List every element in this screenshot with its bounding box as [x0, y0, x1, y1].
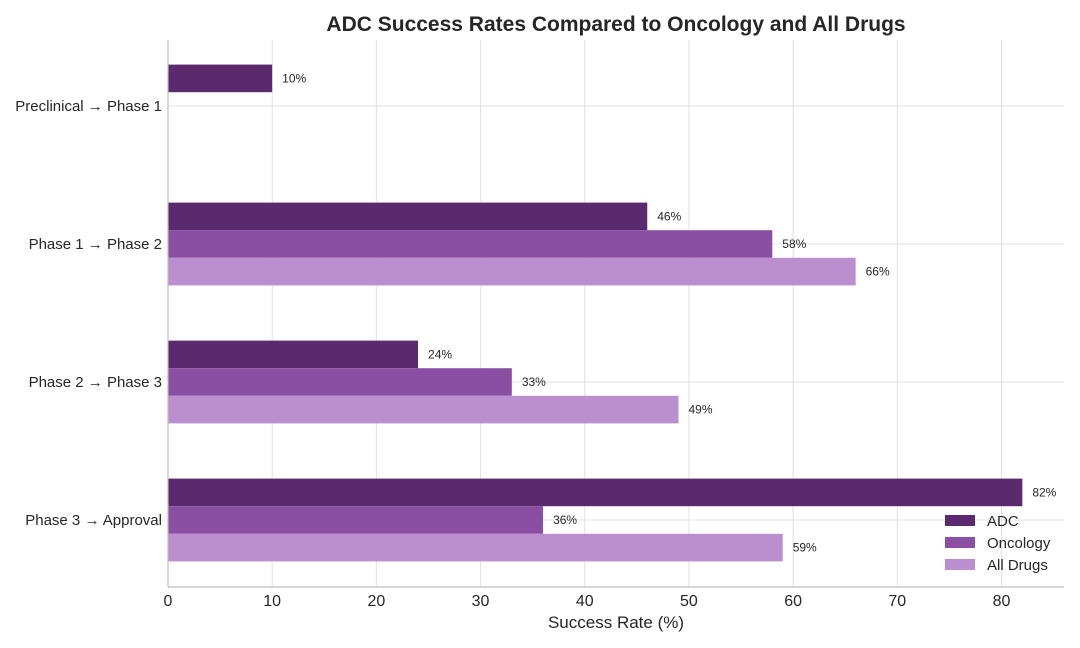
x-tick-label: 20 [367, 593, 385, 610]
x-tick-label: 40 [576, 593, 594, 610]
bar-adc [168, 478, 1023, 507]
legend-label: All Drugs [987, 557, 1048, 574]
bar-oncology [168, 506, 544, 534]
x-tick-label: 70 [888, 593, 906, 610]
x-tick-label: 0 [164, 593, 173, 610]
data-label: 49% [689, 403, 713, 417]
bars [168, 64, 1023, 562]
chart-title: ADC Success Rates Compared to Oncology a… [326, 13, 905, 36]
data-label: 10% [282, 71, 306, 85]
legend: ADC Oncology All Drugs [945, 513, 1051, 574]
data-label: 58% [782, 237, 806, 251]
legend-swatch [945, 537, 975, 548]
bar-all-drugs [168, 395, 679, 424]
bar-all-drugs [168, 533, 783, 562]
legend-label: ADC [987, 513, 1019, 530]
legend-swatch [945, 559, 975, 570]
data-label: 33% [522, 375, 546, 389]
y-category-label: Preclinical → Phase 1 [15, 98, 162, 115]
data-label: 46% [657, 209, 681, 223]
legend-label: Oncology [987, 535, 1051, 552]
bar-adc [168, 64, 273, 93]
y-category-label: Phase 3 → Approval [25, 512, 162, 529]
data-label: 82% [1032, 485, 1056, 499]
x-tick-label: 60 [784, 593, 802, 610]
data-label: 36% [553, 513, 577, 527]
x-tick-label: 80 [993, 593, 1011, 610]
x-axis-label: Success Rate (%) [548, 613, 684, 632]
bar-adc [168, 202, 648, 231]
legend-swatch [945, 515, 975, 526]
data-label: 66% [866, 265, 890, 279]
x-tick-label: 10 [263, 593, 281, 610]
y-category-label: Phase 2 → Phase 3 [29, 374, 162, 391]
y-category-label: Phase 1 → Phase 2 [29, 236, 162, 253]
x-tick-label: 50 [680, 593, 698, 610]
bar-all-drugs [168, 257, 856, 286]
axes: 0 10 20 30 40 50 60 70 80 Preclinical → Phase 1 Ph… [15, 40, 1064, 610]
data-label: 24% [428, 347, 452, 361]
bar-oncology [168, 230, 773, 258]
bar-adc [168, 340, 419, 369]
data-labels: 10% 46% 58% 66% 24% 33% 49% 82% 36% 59% [282, 71, 1056, 554]
data-label: 59% [793, 541, 817, 555]
bar-oncology [168, 368, 512, 396]
x-tick-label: 30 [472, 593, 490, 610]
